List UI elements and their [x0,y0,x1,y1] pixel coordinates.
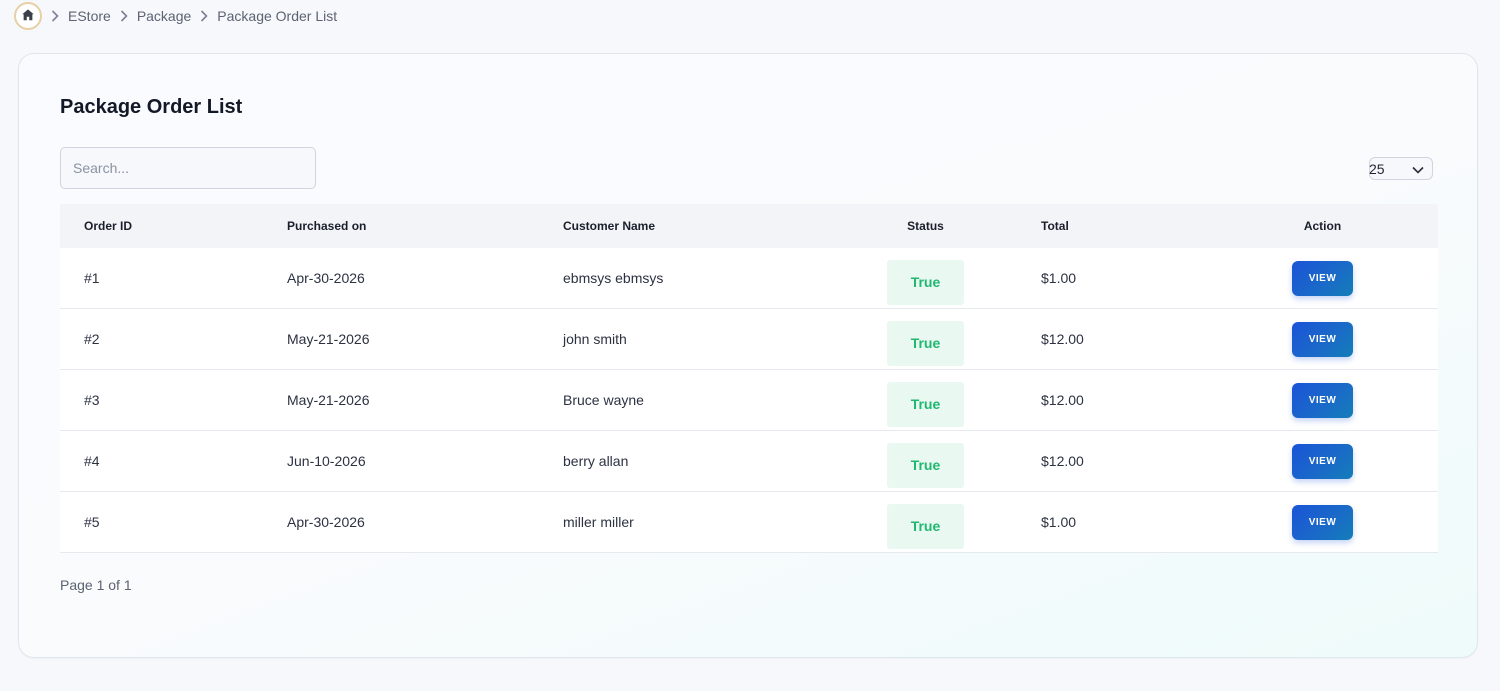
search-input[interactable] [60,147,316,189]
table-row: #2 May-21-2026 john smith True $12.00 VI… [60,309,1438,370]
action-cell: VIEW [1207,382,1438,418]
status-cell: True [842,374,1009,427]
status-cell: True [842,252,1009,305]
column-header-customer-name[interactable]: Customer Name [563,219,656,233]
column-header-purchased-on[interactable]: Purchased on [287,219,367,233]
total-cell: $12.00 [1041,331,1084,347]
per-page-select[interactable]: 25 [1369,157,1433,180]
column-header-status[interactable]: Status [907,219,944,233]
status-badge: True [887,259,964,305]
status-cell: True [842,435,1009,488]
chevron-right-icon [42,10,68,22]
column-header-order-id[interactable]: Order ID [84,219,133,233]
customer-name-cell: Bruce wayne [563,392,644,408]
home-icon [21,8,35,25]
purchased-on-cell: Apr-30-2026 [287,270,365,286]
status-cell: True [842,496,1009,549]
page-title: Package Order List [60,96,243,118]
order-id-cell: #5 [84,514,100,530]
customer-name-cell: john smith [563,331,627,347]
package-order-card: Package Order List 25 Order ID Purchased… [18,53,1478,658]
status-badge: True [887,442,964,488]
home-button[interactable] [14,2,42,30]
pagination-info: Page 1 of 1 [60,577,132,593]
action-cell: VIEW [1207,443,1438,479]
action-cell: VIEW [1207,260,1438,296]
order-id-cell: #4 [84,453,100,469]
table-row: #3 May-21-2026 Bruce wayne True $12.00 V… [60,370,1438,431]
chevron-right-icon [191,10,217,22]
breadcrumb: EStore Package Package Order List [14,2,337,30]
customer-name-cell: berry allan [563,453,629,469]
view-button[interactable]: VIEW [1292,321,1353,357]
total-cell: $12.00 [1041,453,1084,469]
column-header-total[interactable]: Total [1041,219,1069,233]
breadcrumb-estore[interactable]: EStore [68,8,111,24]
status-badge: True [887,381,964,427]
chevron-right-icon [111,10,137,22]
total-cell: $1.00 [1041,270,1077,286]
per-page-value: 25 [1369,160,1385,177]
customer-name-cell: miller miller [563,514,634,530]
view-button[interactable]: VIEW [1292,443,1353,479]
purchased-on-cell: Apr-30-2026 [287,514,365,530]
table-row: #5 Apr-30-2026 miller miller True $1.00 … [60,492,1438,553]
status-cell: True [842,313,1009,366]
action-cell: VIEW [1207,504,1438,540]
view-button[interactable]: VIEW [1292,382,1353,418]
purchased-on-cell: May-21-2026 [287,331,370,347]
order-id-cell: #3 [84,392,100,408]
status-badge: True [887,320,964,366]
order-id-cell: #2 [84,331,100,347]
breadcrumb-current: Package Order List [217,8,338,24]
view-button[interactable]: VIEW [1292,260,1353,296]
column-header-action: Action [1303,219,1342,233]
chevron-down-icon [1412,161,1424,177]
view-button[interactable]: VIEW [1292,504,1353,540]
total-cell: $12.00 [1041,392,1084,408]
total-cell: $1.00 [1041,514,1077,530]
breadcrumb-package[interactable]: Package [136,8,192,24]
customer-name-cell: ebmsys ebmsys [563,270,664,286]
purchased-on-cell: May-21-2026 [287,392,370,408]
orders-table: Order ID Purchased on Customer Name Stat… [60,204,1438,553]
table-row: #1 Apr-30-2026 ebmsys ebmsys True $1.00 … [60,248,1438,309]
action-cell: VIEW [1207,321,1438,357]
table-row: #4 Jun-10-2026 berry allan True $12.00 V… [60,431,1438,492]
order-id-cell: #1 [84,270,100,286]
purchased-on-cell: Jun-10-2026 [287,453,366,469]
table-header: Order ID Purchased on Customer Name Stat… [60,204,1438,248]
status-badge: True [887,503,964,549]
